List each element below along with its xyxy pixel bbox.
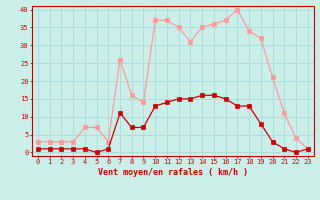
X-axis label: Vent moyen/en rafales ( km/h ): Vent moyen/en rafales ( km/h ) — [98, 168, 248, 177]
